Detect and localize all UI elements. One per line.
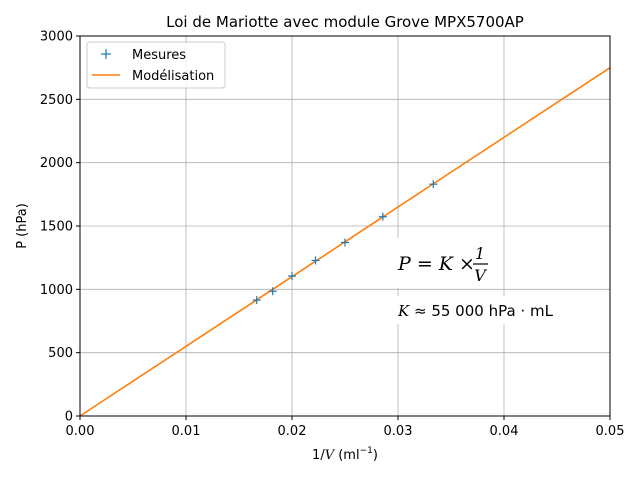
x-axis-label-exponent: −1 (360, 446, 373, 456)
data-point-mesures-3 (311, 256, 320, 265)
y-tick-label-4: 2000 (40, 156, 73, 171)
y-axis-label: P (hPa) (15, 203, 30, 249)
constant-text: K ≈ 55 000 hPa · mL (397, 302, 554, 320)
legend: Mesures Modélisation (86, 41, 226, 89)
x-tick-label-2: 0.02 (278, 424, 307, 439)
x-axis-label-prefix: 1/ (312, 448, 325, 463)
formula-lhs: P = K × (397, 253, 475, 275)
annotation-background (392, 238, 502, 288)
y-tick-label-5: 2500 (40, 93, 73, 108)
formula-numerator: 1 (475, 244, 485, 263)
legend-box (86, 41, 226, 89)
data-point-mesures-4 (341, 238, 349, 247)
x-axis-label-close: ) (373, 448, 378, 463)
series-layer (79, 66, 611, 417)
y-tick-label-2: 1000 (40, 283, 73, 298)
x-tick-label-1: 0.01 (172, 424, 201, 439)
x-tick-label-5: 0.05 (596, 424, 625, 439)
data-point-mesures-0 (252, 296, 261, 305)
y-tick-label-3: 1500 (40, 220, 73, 235)
y-tick-label-1: 500 (48, 346, 73, 361)
y-tick-label-6: 3000 (40, 30, 73, 45)
legend-marker-mesures (101, 49, 111, 59)
legend-label-modelisation: Modélisation (132, 69, 214, 84)
x-axis-label: 1/V (ml−1) (312, 446, 378, 463)
x-tick-label-4: 0.04 (490, 424, 519, 439)
constant-variable: K (397, 302, 410, 320)
annotation-constant: K ≈ 55 000 hPa · mL (392, 296, 564, 324)
constant-background (392, 296, 564, 324)
constant-value: ≈ 55 000 hPa · mL (409, 302, 553, 320)
formula-denominator: V (474, 266, 487, 285)
x-axis-label-variable: V (325, 448, 336, 463)
chart-title: Loi de Mariotte avec module Grove MPX570… (166, 13, 524, 31)
x-axis-label-unit: (ml (334, 448, 359, 463)
data-point-mesures-2 (288, 272, 296, 281)
y-tick-label-0: 0 (65, 410, 73, 425)
x-tick-label-3: 0.03 (384, 424, 413, 439)
annotation-formula: P = K × 1 V (392, 238, 502, 288)
legend-label-mesures: Mesures (132, 48, 186, 63)
data-point-mesures-5 (378, 212, 387, 221)
data-point-mesures-1 (268, 287, 277, 296)
ticks: 0.00 0.01 0.02 0.03 0.04 0.05 0 500 1000 1500 2000… (40, 30, 625, 440)
data-point-mesures-6 (429, 180, 438, 189)
x-tick-label-0: 0.00 (66, 424, 95, 439)
